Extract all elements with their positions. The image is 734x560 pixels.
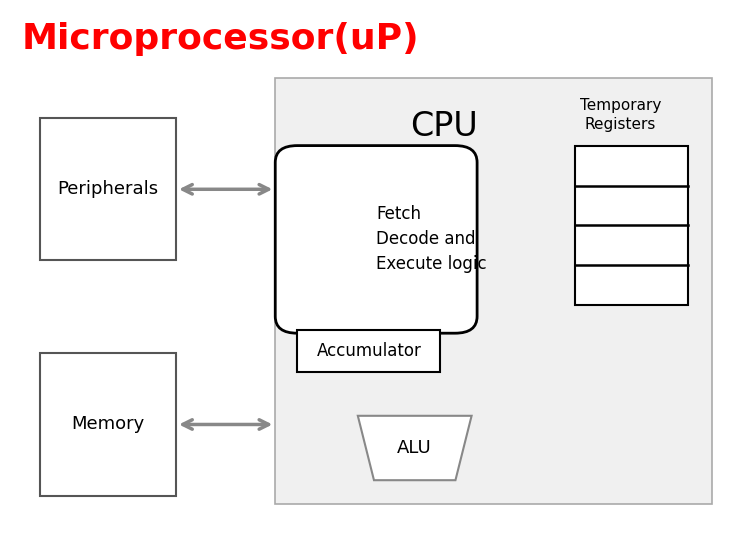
FancyBboxPatch shape — [40, 353, 176, 496]
Text: Microprocessor(uP): Microprocessor(uP) — [22, 22, 420, 57]
Text: Temporary
Registers: Temporary Registers — [580, 98, 661, 132]
Text: Fetch
Decode and
Execute logic: Fetch Decode and Execute logic — [377, 206, 487, 273]
FancyBboxPatch shape — [40, 118, 176, 260]
Text: Peripherals: Peripherals — [58, 180, 159, 198]
Text: Memory: Memory — [72, 415, 145, 433]
Polygon shape — [357, 416, 471, 480]
Text: ALU: ALU — [397, 439, 432, 457]
FancyBboxPatch shape — [275, 146, 477, 333]
Text: Accumulator: Accumulator — [316, 342, 421, 361]
FancyBboxPatch shape — [297, 330, 440, 372]
FancyBboxPatch shape — [575, 146, 688, 305]
FancyBboxPatch shape — [275, 78, 712, 504]
Text: CPU: CPU — [410, 110, 478, 142]
